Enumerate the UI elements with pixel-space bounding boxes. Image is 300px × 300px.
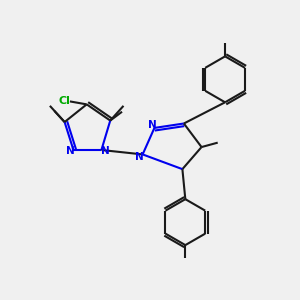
Text: Cl: Cl [59,96,70,106]
Text: N: N [100,146,109,157]
Text: N: N [148,120,156,130]
Text: N: N [65,146,74,157]
Text: N: N [135,152,143,162]
